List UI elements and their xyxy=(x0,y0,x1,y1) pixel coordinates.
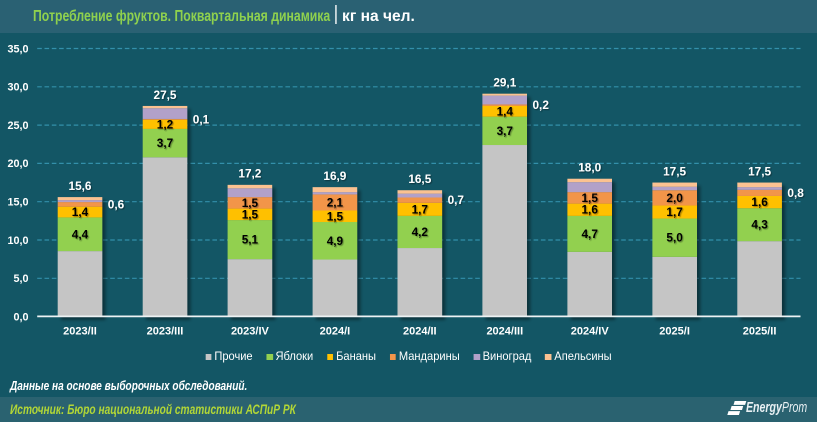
svg-text:3,7: 3,7 xyxy=(497,124,514,138)
svg-text:5,1: 5,1 xyxy=(242,233,259,247)
svg-text:1,5: 1,5 xyxy=(581,191,598,205)
svg-text:2025/II: 2025/II xyxy=(743,326,777,338)
svg-text:4,7: 4,7 xyxy=(581,227,598,241)
svg-text:29,1: 29,1 xyxy=(493,76,516,90)
svg-text:0,1: 0,1 xyxy=(193,112,210,126)
svg-text:1,7: 1,7 xyxy=(666,205,683,219)
svg-text:35,0: 35,0 xyxy=(7,43,28,55)
svg-text:0,6: 0,6 xyxy=(108,197,125,211)
svg-text:15,0: 15,0 xyxy=(7,197,28,209)
svg-text:1,4: 1,4 xyxy=(72,205,89,219)
svg-text:0,0: 0,0 xyxy=(13,311,28,323)
svg-text:2023/II: 2023/II xyxy=(63,326,97,338)
svg-text:4,4: 4,4 xyxy=(72,227,89,241)
svg-text:2024/IV: 2024/IV xyxy=(571,326,610,338)
svg-text:3,7: 3,7 xyxy=(157,136,174,150)
svg-text:2024/I: 2024/I xyxy=(320,326,351,338)
svg-text:4,9: 4,9 xyxy=(327,234,344,248)
svg-text:2024/III: 2024/III xyxy=(486,326,523,338)
svg-text:1,2: 1,2 xyxy=(157,117,174,131)
svg-text:0,8: 0,8 xyxy=(787,186,804,200)
svg-text:10,0: 10,0 xyxy=(7,235,28,247)
svg-text:2023/IV: 2023/IV xyxy=(231,326,270,338)
svg-text:20,0: 20,0 xyxy=(7,158,28,170)
svg-text:17,2: 17,2 xyxy=(238,167,261,181)
svg-text:2024/II: 2024/II xyxy=(403,326,437,338)
svg-text:2,1: 2,1 xyxy=(327,196,344,210)
svg-text:4,3: 4,3 xyxy=(751,218,768,232)
svg-text:1,6: 1,6 xyxy=(581,203,598,217)
svg-text:5,0: 5,0 xyxy=(666,231,683,245)
svg-text:16,5: 16,5 xyxy=(408,172,431,186)
svg-text:0,2: 0,2 xyxy=(533,98,550,112)
svg-text:25,0: 25,0 xyxy=(7,120,28,132)
svg-text:16,9: 16,9 xyxy=(323,169,346,183)
svg-text:4,2: 4,2 xyxy=(412,225,429,239)
svg-text:15,6: 15,6 xyxy=(69,179,92,193)
svg-text:2023/III: 2023/III xyxy=(147,326,184,338)
svg-text:27,5: 27,5 xyxy=(154,88,177,102)
svg-text:1,5: 1,5 xyxy=(242,207,259,221)
svg-text:17,5: 17,5 xyxy=(748,164,771,178)
svg-text:30,0: 30,0 xyxy=(7,82,28,94)
svg-text:17,5: 17,5 xyxy=(663,164,686,178)
svg-text:18,0: 18,0 xyxy=(578,161,601,175)
svg-text:2025/I: 2025/I xyxy=(659,326,690,338)
svg-text:2,0: 2,0 xyxy=(666,191,683,205)
svg-text:1,7: 1,7 xyxy=(412,202,429,216)
svg-text:1,6: 1,6 xyxy=(751,195,768,209)
svg-text:1,4: 1,4 xyxy=(497,104,514,118)
svg-text:5,0: 5,0 xyxy=(13,273,28,285)
svg-text:1,5: 1,5 xyxy=(242,196,259,210)
svg-text:0,7: 0,7 xyxy=(448,193,465,207)
svg-text:1,5: 1,5 xyxy=(327,209,344,223)
